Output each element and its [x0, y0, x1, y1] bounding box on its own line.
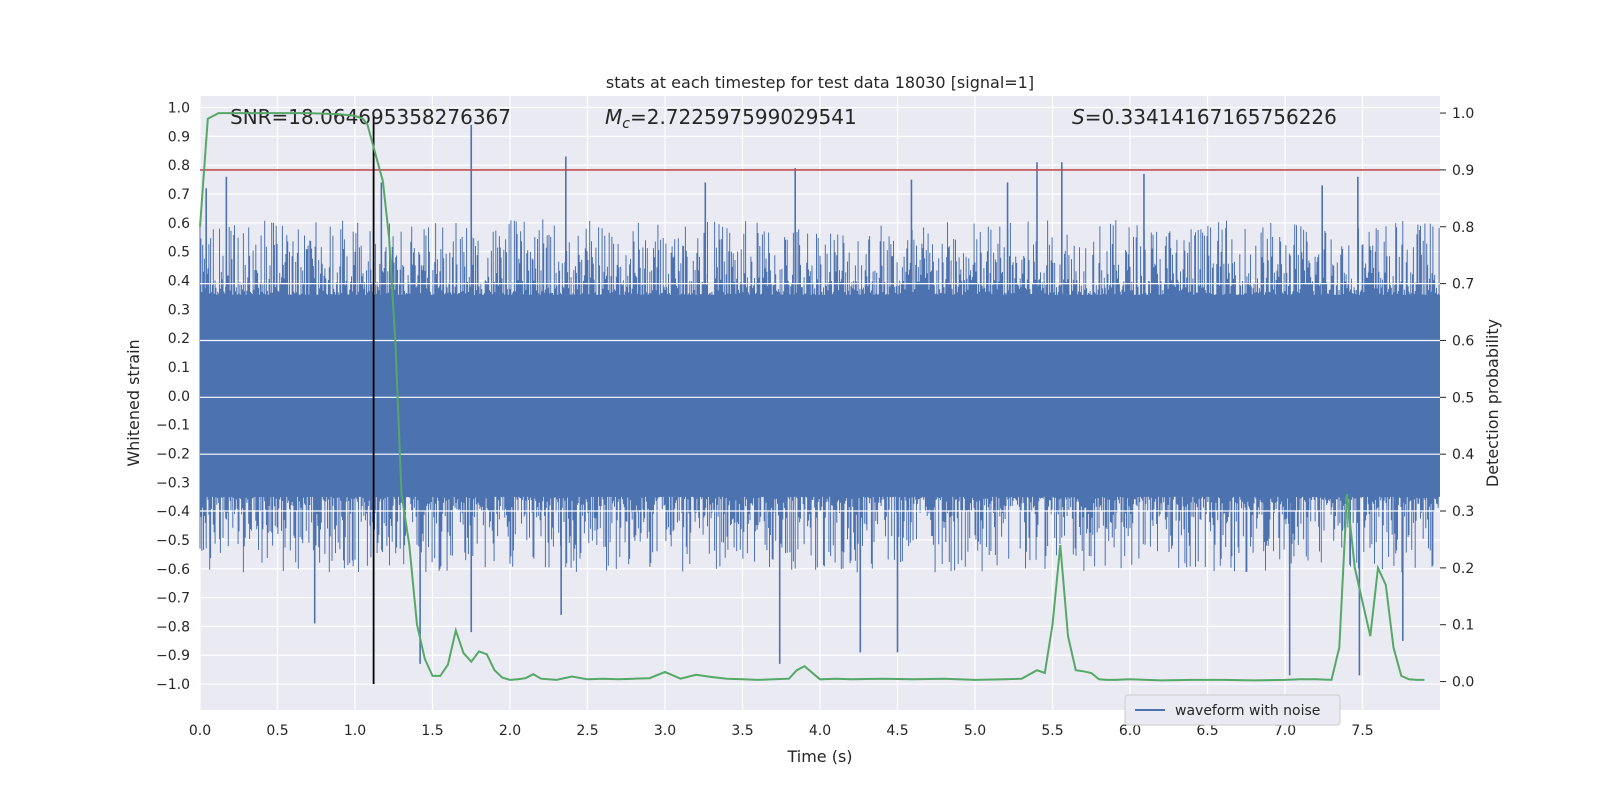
- y-tick-label: −1.0: [156, 677, 190, 693]
- y-tick-label: −0.7: [156, 591, 190, 607]
- x-axis-label: Time (s): [786, 747, 852, 766]
- y-tick-label: 0.7: [168, 187, 190, 203]
- x-tick-label: 2.0: [499, 723, 521, 739]
- s-annotation: S=0.33414167165756226: [1072, 105, 1337, 129]
- y-right-tick-label: 0.3: [1452, 504, 1474, 520]
- x-tick-label: 4.5: [886, 723, 908, 739]
- y-right-tick-label: 0.2: [1452, 561, 1474, 577]
- y-tick-label: 0.6: [168, 216, 190, 232]
- y-right-tick-label: 0.5: [1452, 390, 1474, 406]
- x-tick-label: 6.0: [1119, 723, 1141, 739]
- y-right-tick-label: 0.9: [1452, 163, 1474, 179]
- x-tick-label: 7.5: [1351, 723, 1373, 739]
- strain-trace: [199, 124, 1440, 676]
- y-right-tick-label: 1.0: [1452, 106, 1474, 122]
- y-tick-label: 0.9: [168, 129, 190, 145]
- y-tick-label: 0.0: [168, 389, 190, 405]
- y-tick-label: −0.2: [156, 446, 190, 462]
- y-right-tick-label: 0.0: [1452, 675, 1474, 691]
- x-tick-label: 2.5: [576, 723, 598, 739]
- y-axis-right-ticks: 1.0 0.9 0.8 0.7 0.6 0.5 0.4 0.3 0.2 0.1 0.0: [1440, 106, 1474, 691]
- y-tick-label: 1.0: [168, 101, 190, 117]
- x-tick-label: 1.0: [344, 723, 366, 739]
- y-right-tick-label: 0.1: [1452, 618, 1474, 634]
- x-tick-label: 0.0: [189, 723, 211, 739]
- y-tick-label: 0.2: [168, 331, 190, 347]
- y-axis-left-ticks: 1.0 0.9 0.8 0.7 0.6 0.5 0.4 0.3 0.2 0.1 0.0 −0.1 −0.…: [156, 101, 190, 694]
- y-tick-label: −0.9: [156, 648, 190, 664]
- y-tick-label: 0.5: [168, 245, 190, 261]
- legend: waveform with noise: [1124, 694, 1341, 726]
- y-tick-label: −0.3: [156, 475, 190, 491]
- chirp-mass-value: =2.722597599029541: [630, 105, 857, 129]
- y-right-tick-label: 0.8: [1452, 220, 1474, 236]
- x-tick-label: 3.5: [731, 723, 753, 739]
- y-axis-right-label: Detection probability: [1483, 319, 1502, 487]
- y-axis-label: Whitened strain: [124, 339, 143, 466]
- x-tick-label: 7.0: [1274, 723, 1296, 739]
- legend-label: waveform with noise: [1175, 703, 1320, 719]
- y-tick-label: −0.4: [156, 504, 190, 520]
- y-tick-label: −0.6: [156, 562, 190, 578]
- x-axis-ticks: 0.0 0.5 1.0 1.5 2.0 2.5 3.0 3.5 4.0 4.5 5.0 5.5 6.0 6…: [189, 723, 1374, 739]
- y-tick-label: 0.3: [168, 302, 190, 318]
- y-tick-label: 0.8: [168, 158, 190, 174]
- x-tick-label: 3.0: [654, 723, 676, 739]
- x-tick-label: 1.5: [421, 723, 443, 739]
- y-tick-label: 0.1: [168, 360, 190, 376]
- y-right-tick-label: 0.4: [1452, 447, 1474, 463]
- probability-curve: [199, 112, 1425, 682]
- chirp-mass-annotation: Mc=2.722597599029541: [605, 105, 857, 132]
- x-tick-label: 0.5: [266, 723, 288, 739]
- x-tick-label: 5.5: [1041, 723, 1063, 739]
- x-tick-label: 6.5: [1196, 723, 1218, 739]
- chart-title: stats at each timestep for test data 180…: [606, 73, 1034, 92]
- y-tick-label: 0.4: [168, 273, 190, 289]
- y-tick-label: −0.1: [156, 418, 190, 434]
- snr-annotation: SNR=18.064695358276367: [230, 105, 511, 129]
- x-tick-label: 5.0: [964, 723, 986, 739]
- y-right-tick-label: 0.6: [1452, 333, 1474, 349]
- y-tick-label: −0.5: [156, 533, 190, 549]
- s-symbol: S: [1072, 105, 1085, 129]
- chirp-mass-symbol: M: [605, 105, 622, 129]
- s-value: =0.33414167165756226: [1085, 105, 1337, 129]
- x-tick-label: 4.0: [809, 723, 831, 739]
- chirp-mass-subscript: c: [622, 116, 630, 132]
- probability-line: [199, 112, 1425, 682]
- y-right-tick-label: 0.7: [1452, 277, 1474, 293]
- y-tick-label: −0.8: [156, 619, 190, 635]
- legend-box: [1124, 694, 1341, 726]
- overlay-lines: [200, 116, 1440, 685]
